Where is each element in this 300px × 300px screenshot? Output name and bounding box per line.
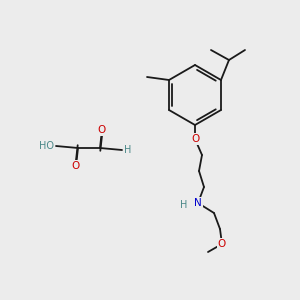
Text: HO: HO <box>39 141 54 151</box>
Text: O: O <box>98 125 106 135</box>
Text: H: H <box>124 145 131 155</box>
Text: O: O <box>218 239 226 249</box>
Text: H: H <box>180 200 188 210</box>
Text: O: O <box>72 161 80 171</box>
Text: N: N <box>194 198 202 208</box>
Text: O: O <box>191 134 199 144</box>
